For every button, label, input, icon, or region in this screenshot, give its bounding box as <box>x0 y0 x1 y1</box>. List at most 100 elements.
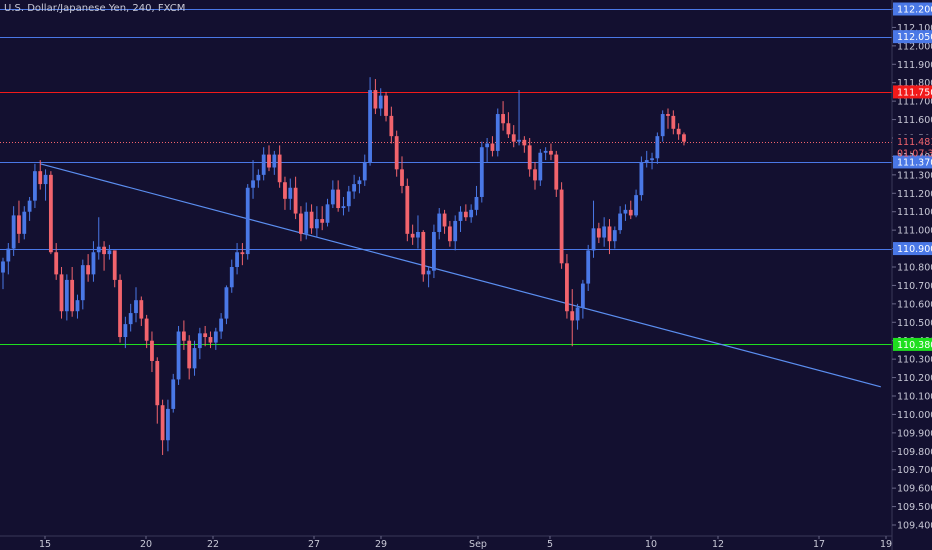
candle <box>602 217 607 247</box>
candle <box>384 91 388 122</box>
candle-body <box>166 408 170 441</box>
trendline[interactable] <box>40 163 881 388</box>
candle <box>171 373 176 413</box>
candle-body <box>623 209 628 214</box>
candle <box>17 200 21 244</box>
candle <box>128 303 133 332</box>
price-tick-label: 109.600 <box>897 484 932 495</box>
candle-body <box>453 220 458 242</box>
candle <box>150 331 154 373</box>
level-badge-label-0: 112.200 <box>897 5 932 16</box>
candle-body <box>357 180 362 185</box>
candle-body <box>256 174 261 181</box>
candle-body <box>527 145 532 170</box>
level-badge-0 <box>893 2 932 16</box>
candle <box>623 204 628 221</box>
time-tick-label: 10 <box>645 539 657 550</box>
candle <box>160 399 165 455</box>
candle <box>559 182 564 269</box>
candle <box>341 196 346 216</box>
candle-body <box>671 115 676 129</box>
candle-body <box>447 226 452 242</box>
candle-body <box>102 246 106 255</box>
candle <box>447 220 452 247</box>
candle-body <box>543 150 548 153</box>
candle <box>134 287 138 323</box>
candle-body <box>336 189 341 209</box>
price-tick-label: 110.500 <box>897 318 932 329</box>
price-tick-label: 110.100 <box>897 392 932 403</box>
price-tick-label: 109.900 <box>897 428 932 439</box>
price-tick-label: 112.000 <box>897 41 932 52</box>
candle <box>474 185 479 216</box>
candle <box>586 244 591 291</box>
candle <box>213 327 218 350</box>
candle <box>506 112 511 138</box>
candle <box>59 267 64 319</box>
candle-body <box>261 154 266 175</box>
candle <box>389 106 394 144</box>
candle-body <box>426 270 431 275</box>
time-tick-label: 29 <box>375 539 387 550</box>
candle <box>203 325 208 347</box>
candle-body <box>213 331 218 343</box>
candle-body <box>27 200 32 212</box>
candle-body <box>155 360 160 406</box>
candle-body <box>469 209 474 218</box>
candle-body <box>410 233 415 238</box>
candle <box>320 206 325 231</box>
candle-body <box>17 215 21 234</box>
candle <box>554 150 559 197</box>
price-tick-label: 111.600 <box>897 115 932 126</box>
candle-body <box>666 114 670 116</box>
time-axis[interactable]: 15 20 22 27 29 Sep 5 10 12 17 19 <box>39 536 892 550</box>
candle-body <box>181 331 186 341</box>
candle <box>304 202 309 240</box>
candle-body <box>123 324 128 338</box>
candle-body <box>432 231 436 271</box>
candle <box>612 226 617 249</box>
candle-body <box>64 279 69 312</box>
candle <box>54 243 59 280</box>
candle <box>410 224 415 245</box>
candle-body <box>559 189 564 264</box>
price-tick-label: 109.400 <box>897 521 932 532</box>
candle <box>394 130 399 177</box>
candle <box>511 125 516 148</box>
price-badges: 112.200 112.050 111.750 111.481 111.370 110.9… <box>893 2 932 351</box>
candle <box>644 150 649 168</box>
candle <box>618 206 623 234</box>
candle-body <box>96 246 101 253</box>
candle-body <box>150 340 154 361</box>
candle <box>261 147 266 181</box>
candle-body <box>144 318 149 341</box>
candle-body <box>70 279 75 312</box>
candle-body <box>208 337 213 343</box>
price-axis[interactable]: 112.200112.100112.000111.900111.800111.7… <box>892 5 932 532</box>
candle-body <box>187 340 192 369</box>
candle <box>155 357 160 424</box>
candle-body <box>522 139 527 146</box>
candle-body <box>538 152 543 181</box>
price-tick-label: 111.300 <box>897 170 932 181</box>
candle-body <box>405 185 410 234</box>
candle-body <box>655 136 660 159</box>
time-tick-label: 12 <box>712 539 724 550</box>
candle-body <box>607 226 612 242</box>
price-tick-label: 111.100 <box>897 207 932 218</box>
candle-body <box>644 160 649 162</box>
candle-body <box>171 379 176 409</box>
candle <box>245 184 250 260</box>
price-tick-label: 111.800 <box>897 78 932 89</box>
candle <box>96 217 101 260</box>
candle-body <box>549 150 553 155</box>
candle <box>485 138 490 162</box>
candle-body <box>596 228 601 238</box>
candle <box>1 257 5 290</box>
candle-body <box>139 300 144 319</box>
candle <box>421 230 426 282</box>
candle-body <box>112 250 117 280</box>
candle-body <box>86 265 91 275</box>
